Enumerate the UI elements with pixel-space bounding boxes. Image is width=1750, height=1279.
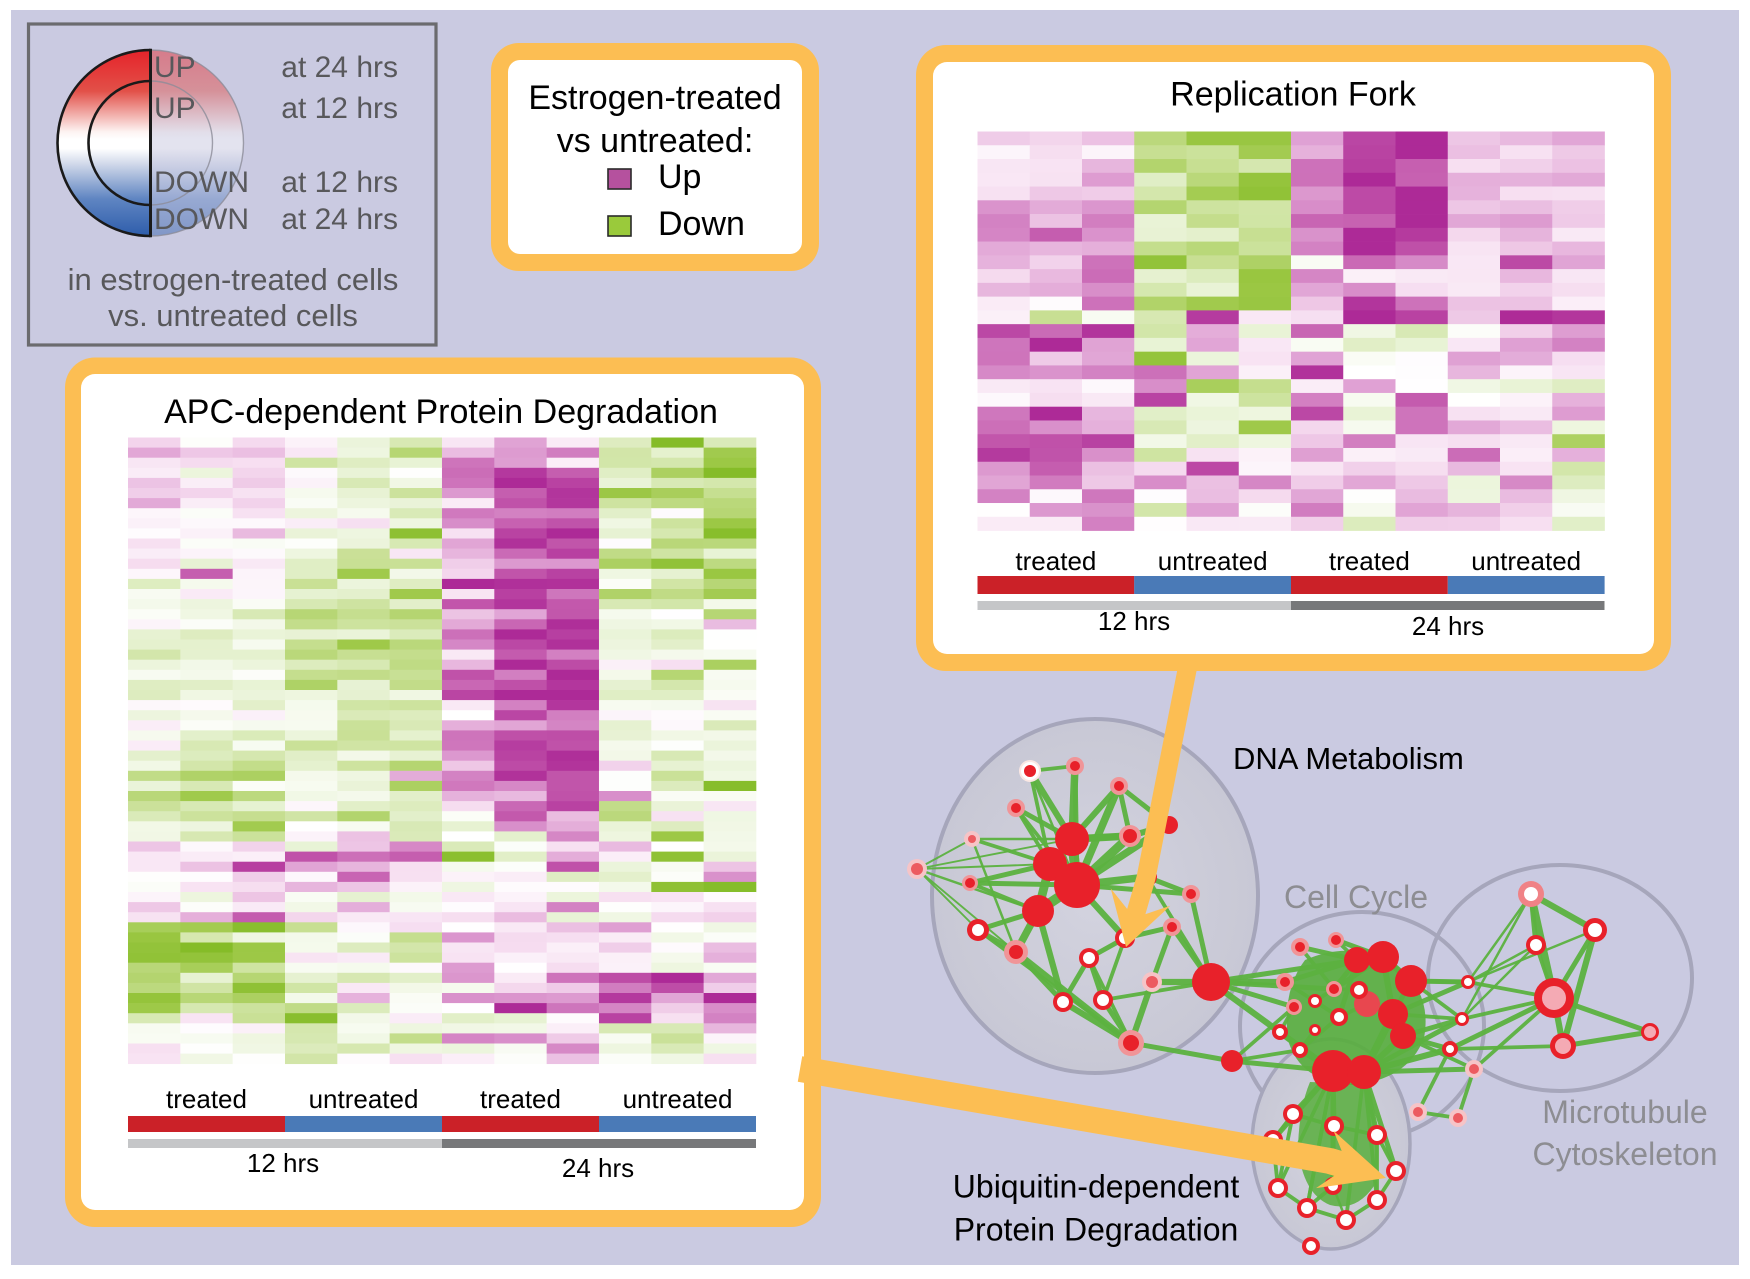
svg-text:Microtubule: Microtubule [1542,1094,1707,1130]
svg-text:untreated: untreated [1471,546,1581,576]
svg-text:treated: treated [166,1084,247,1114]
svg-text:12 hrs: 12 hrs [1098,606,1170,636]
svg-text:DOWN: DOWN [154,166,249,199]
svg-text:UP: UP [154,51,196,84]
svg-text:at 12 hrs: at 12 hrs [281,166,398,199]
svg-text:Cytoskeleton: Cytoskeleton [1533,1136,1718,1172]
svg-text:UP: UP [154,92,196,125]
svg-text:treated: treated [1329,546,1410,576]
svg-text:Up: Up [658,158,701,196]
svg-text:at 24 hrs: at 24 hrs [281,51,398,84]
svg-text:treated: treated [1015,546,1096,576]
svg-text:treated: treated [480,1084,561,1114]
svg-text:untreated: untreated [1158,546,1268,576]
svg-text:vs. untreated cells: vs. untreated cells [108,298,358,333]
svg-text:Estrogen-treated: Estrogen-treated [528,79,781,117]
svg-text:Ubiquitin-dependent: Ubiquitin-dependent [953,1169,1240,1205]
svg-text:Cell Cycle: Cell Cycle [1284,879,1428,915]
svg-text:vs untreated:: vs untreated: [557,122,754,160]
svg-text:Replication Fork: Replication Fork [1170,76,1417,114]
svg-text:in estrogen-treated cells: in estrogen-treated cells [68,262,399,297]
svg-text:at 24 hrs: at 24 hrs [281,203,398,236]
svg-text:APC-dependent Protein Degradat: APC-dependent Protein Degradation [164,393,718,431]
svg-text:at 12 hrs: at 12 hrs [281,92,398,125]
svg-text:DOWN: DOWN [154,203,249,236]
svg-text:untreated: untreated [309,1084,419,1114]
svg-text:DNA Metabolism: DNA Metabolism [1233,741,1464,776]
svg-text:24 hrs: 24 hrs [562,1153,634,1183]
svg-text:12 hrs: 12 hrs [247,1148,319,1178]
svg-text:Down: Down [658,205,745,243]
svg-text:24 hrs: 24 hrs [1412,611,1484,641]
svg-text:untreated: untreated [623,1084,733,1114]
svg-text:Protein Degradation: Protein Degradation [954,1212,1239,1248]
